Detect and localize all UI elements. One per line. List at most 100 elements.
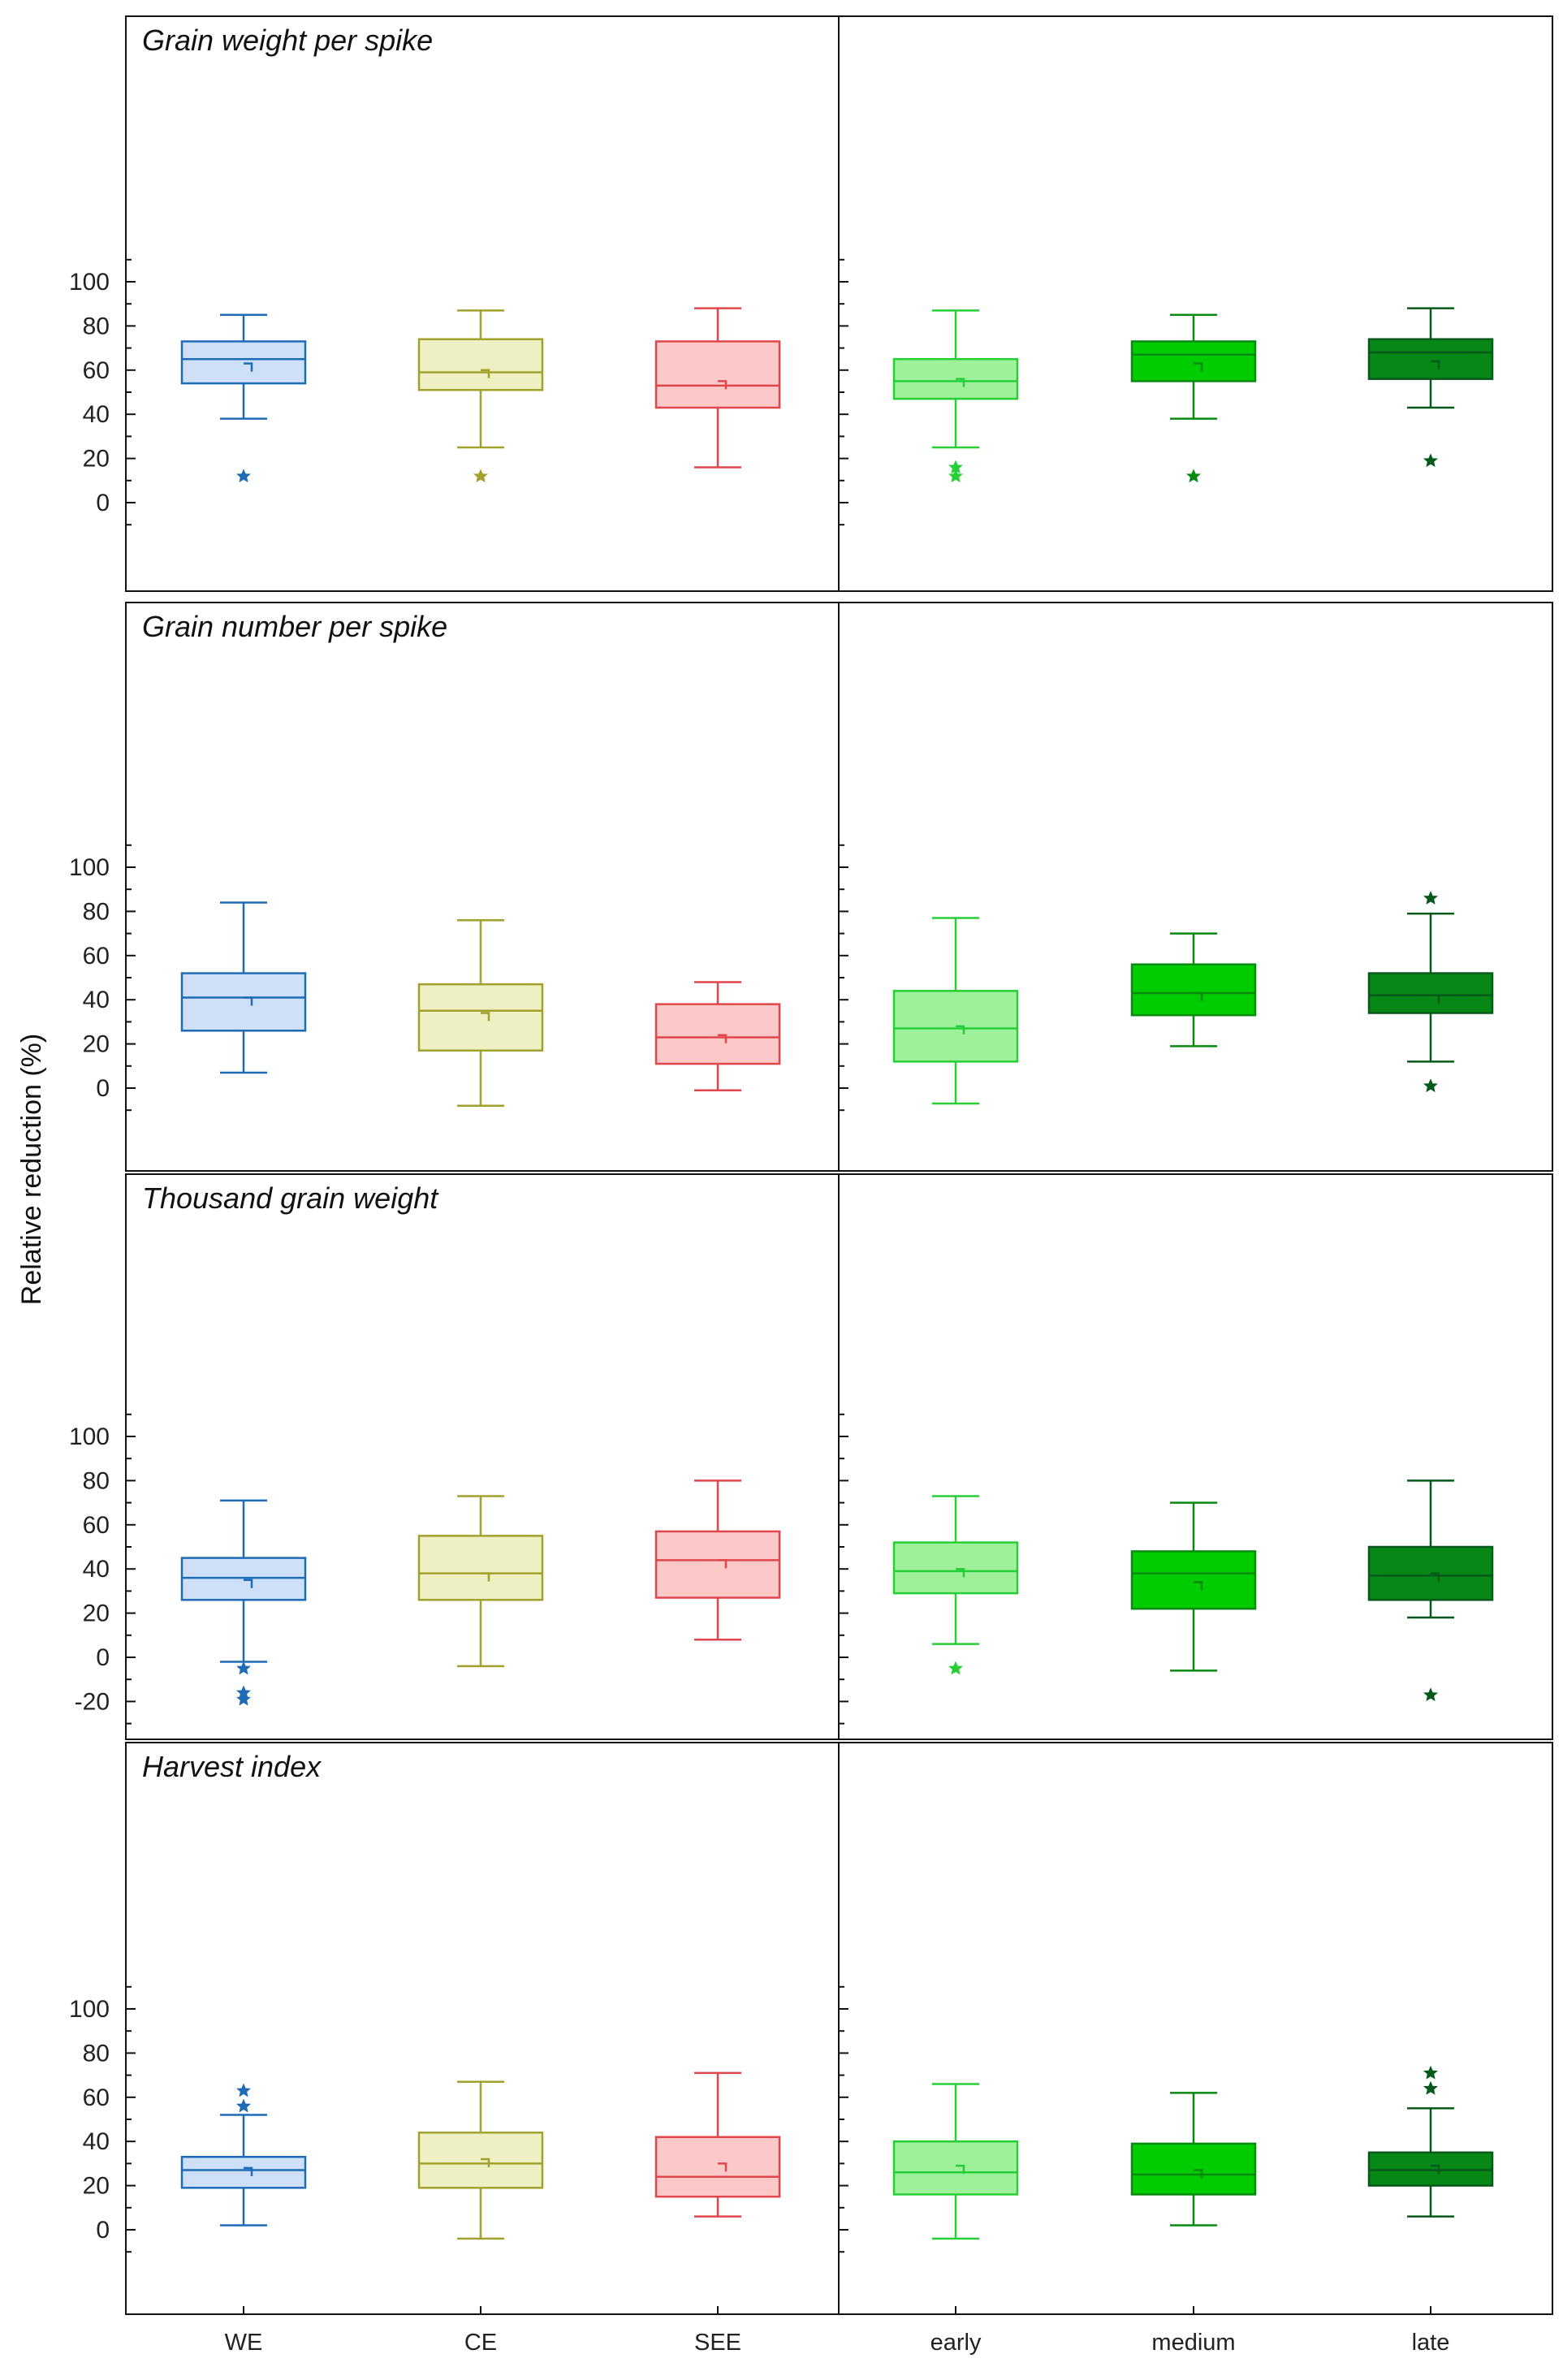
box-late — [1367, 307, 1494, 468]
mean-marker — [1194, 2169, 1203, 2179]
mean-marker — [1431, 360, 1440, 369]
y-tick-label: 20 — [83, 2173, 110, 2200]
box-late — [1367, 891, 1494, 1093]
box-iqr — [1130, 963, 1257, 1017]
box-iqr — [1367, 2151, 1494, 2187]
x-tick-label-we: WE — [225, 2330, 263, 2356]
mean-marker — [718, 1559, 728, 1569]
mean-marker — [481, 369, 490, 378]
box-iqr — [417, 983, 544, 1052]
box-ce — [417, 2080, 544, 2240]
mean-marker — [1194, 1581, 1203, 1591]
panel-4: 0 20 40 60 80 100 Harvest index — [69, 1742, 1553, 2315]
panel-frame-left — [125, 602, 840, 1172]
box-see — [654, 981, 781, 1091]
outlier-point — [1423, 1687, 1438, 1702]
box-iqr — [654, 1530, 781, 1599]
mean-marker — [244, 996, 253, 1006]
y-tick-label: 100 — [69, 269, 110, 296]
box-iqr — [1367, 1545, 1494, 1601]
y-tick-label: 80 — [83, 1467, 110, 1494]
mean-marker — [481, 1572, 490, 1582]
mean-marker — [718, 2162, 728, 2172]
y-tick-label: 80 — [83, 2040, 110, 2067]
panel-2: 0 20 40 60 80 100 Grain number per spike — [69, 602, 1553, 1172]
mean-marker — [1431, 2164, 1440, 2175]
y-tick-label: 0 — [96, 2217, 110, 2244]
panel-frame-right — [838, 15, 1553, 592]
box-iqr — [417, 1535, 544, 1601]
box-iqr — [180, 2155, 307, 2189]
outlier-point — [948, 469, 963, 483]
y-tick-label: 0 — [96, 490, 110, 516]
panel-title: Thousand grain weight — [142, 1181, 439, 1215]
panel-frame-right — [838, 1173, 1553, 1740]
y-tick-label: 100 — [69, 1423, 110, 1450]
box-early — [892, 917, 1019, 1105]
outlier-point — [236, 469, 251, 483]
y-tick-label: 20 — [83, 446, 110, 473]
y-tick-label: 40 — [83, 401, 110, 428]
outlier-point — [1423, 453, 1438, 468]
x-tick-label-medium: medium — [1151, 2330, 1235, 2356]
box-iqr — [180, 972, 307, 1032]
y-tick-label: 60 — [83, 357, 110, 384]
box-we — [180, 313, 307, 483]
box-iqr — [180, 1557, 307, 1601]
outlier-point — [948, 1661, 963, 1675]
mean-marker — [244, 362, 253, 372]
box-see — [654, 2071, 781, 2218]
y-tick-label: 80 — [83, 898, 110, 925]
y-tick-label: 20 — [83, 1600, 110, 1627]
box-iqr — [654, 1003, 781, 1065]
box-see — [654, 307, 781, 469]
outlier-point — [473, 469, 488, 483]
box-ce — [417, 919, 544, 1108]
panel-title: Harvest index — [142, 1750, 322, 1783]
mean-marker — [1194, 991, 1203, 1002]
mean-marker — [956, 378, 965, 387]
y-tick-label: 100 — [69, 854, 110, 881]
outlier-point — [1423, 1078, 1438, 1093]
y-tick-label: 40 — [83, 987, 110, 1013]
mean-marker — [481, 1012, 490, 1022]
panel-frame-left — [125, 1173, 840, 1740]
box-iqr — [417, 338, 544, 391]
mean-marker — [956, 1025, 965, 1035]
box-see — [654, 1479, 781, 1641]
box-medium — [1130, 313, 1257, 483]
mean-marker — [244, 1579, 253, 1588]
mean-marker — [718, 380, 728, 390]
outlier-point — [236, 2098, 251, 2113]
box-ce — [417, 309, 544, 483]
y-tick-label: 40 — [83, 1556, 110, 1583]
box-iqr — [1130, 340, 1257, 382]
outlier-point — [1423, 891, 1438, 905]
mean-marker — [956, 1567, 965, 1578]
panel-3: -20 0 20 40 60 80 100 Thousand grain weight — [69, 1173, 1553, 1740]
box-medium — [1130, 1501, 1257, 1672]
mean-marker — [956, 2164, 965, 2175]
box-early — [892, 1495, 1019, 1675]
box-iqr — [654, 340, 781, 409]
box-late — [1367, 1479, 1494, 1702]
box-iqr — [417, 2132, 544, 2189]
y-tick-label: 100 — [69, 1996, 110, 2023]
outlier-point — [1423, 2065, 1438, 2080]
box-iqr — [1130, 2142, 1257, 2196]
box-early — [892, 2083, 1019, 2240]
panel-frame-left — [125, 15, 840, 592]
mean-marker — [244, 2166, 253, 2176]
mean-marker — [1431, 994, 1440, 1004]
panel-frame-right — [838, 602, 1553, 1172]
box-iqr — [1130, 1550, 1257, 1610]
x-tick-label-ce: CE — [464, 2330, 497, 2356]
mean-marker — [718, 1034, 728, 1043]
box-iqr — [180, 340, 307, 385]
outlier-point — [948, 460, 963, 474]
y-tick-label: 20 — [83, 1031, 110, 1058]
box-ce — [417, 1495, 544, 1668]
box-iqr — [892, 1541, 1019, 1595]
y-axis-title: Relative reduction (%) — [16, 1034, 47, 1305]
